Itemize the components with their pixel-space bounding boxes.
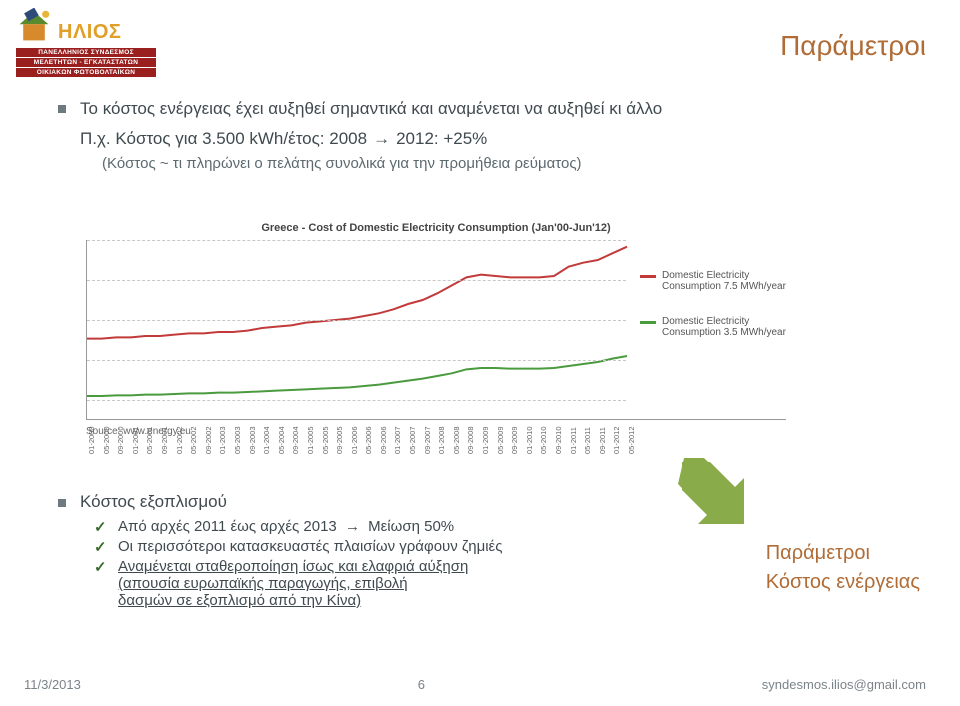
x-tick: 09-2004 — [291, 426, 300, 454]
page-title: Παράμετροι — [780, 30, 926, 62]
legend-label-2: Domestic Electricity Consumption 3.5 MWh… — [662, 316, 790, 338]
legend-swatch-2 — [640, 321, 656, 324]
x-tick: 05-2002 — [189, 426, 198, 454]
bullet-1: Το κόστος ενέργειας έχει αυξηθεί σημαντι… — [58, 98, 926, 121]
logo-word: ΗΛΙΟΣ — [58, 21, 121, 44]
x-tick: 05-2009 — [496, 426, 505, 454]
chart-title: Greece - Cost of Domestic Electricity Co… — [86, 222, 786, 234]
green-diagonal-arrow-icon — [676, 456, 746, 526]
x-tick: 05-2006 — [364, 426, 373, 454]
bullet-1-sub2: (Κόστος ~ τι πληρώνει ο πελάτης συνολικά… — [102, 155, 926, 172]
x-tick: 09-2011 — [598, 427, 607, 454]
sub1-b: 2012: +25% — [396, 129, 487, 149]
logo-bar-2: ΜΕΛΕΤΗΤΩΝ - ΕΓΚΑΤΑΣΤΑΤΩΝ — [16, 58, 156, 67]
logo-bar-1: ΠΑΝΕΛΛΗΝΙΟΣ ΣΥΝΔΕΣΜΟΣ — [16, 48, 156, 57]
check-3: ✓ Αναμένεται σταθεροποίηση ίσως και ελαφ… — [94, 558, 608, 609]
x-tick: 05-2010 — [539, 426, 548, 454]
x-tick: 09-2008 — [466, 426, 475, 454]
callout-line-2: Κόστος ενέργειας — [766, 571, 920, 594]
house-icon — [16, 8, 52, 44]
chart-lines — [87, 240, 627, 420]
x-tick: 05-2007 — [408, 426, 417, 454]
x-tick: 05-2011 — [583, 427, 592, 454]
footer-email: syndesmos.ilios@gmail.com — [762, 677, 926, 692]
x-tick: 09-2010 — [554, 426, 563, 454]
check-2-text: Οι περισσότεροι κατασκευαστές πλαισίων γ… — [118, 538, 502, 555]
bullet-1-text: Το κόστος ενέργειας έχει αυξηθεί σημαντι… — [80, 98, 662, 121]
x-tick: 01-2010 — [525, 426, 534, 454]
check-1-a: Από αρχές 2011 έως αρχές 2013 — [118, 518, 337, 535]
arrow-right-icon: → — [345, 518, 360, 535]
x-tick: 05-2004 — [277, 426, 286, 454]
x-tick: 05-2001 — [145, 426, 154, 454]
x-tick: 05-2003 — [233, 426, 242, 454]
content-block: Το κόστος ενέργειας έχει αυξηθεί σημαντι… — [58, 98, 926, 172]
logo-bar-3: ΟΙΚΙΑΚΩΝ ΦΩΤΟΒΟΛΤΑΪΚΩΝ — [16, 68, 156, 77]
x-tick: 01-2009 — [481, 426, 490, 454]
bullet-square-icon — [58, 105, 66, 113]
sub1-a: Π.χ. Κόστος για 3.500 kWh/έτος: 2008 — [80, 129, 367, 149]
x-tick: 01-2004 — [262, 426, 271, 454]
callout-box: Παράμετροι Κόστος ενέργειας — [766, 542, 920, 600]
check-3-c: δασμών σε εξοπλισμό από την Κίνα) — [118, 592, 361, 609]
x-tick: 09-2006 — [379, 426, 388, 454]
x-tick: 05-2008 — [452, 426, 461, 454]
logo-subtitle: ΠΑΝΕΛΛΗΝΙΟΣ ΣΥΝΔΕΣΜΟΣ ΜΕΛΕΤΗΤΩΝ - ΕΓΚΑΤΑ… — [16, 48, 156, 77]
check-1-b: Μείωση 50% — [368, 518, 454, 535]
bullet-1-sub: Π.χ. Κόστος για 3.500 kWh/έτος: 2008 → 2… — [80, 129, 926, 149]
chart-plot-area: Domestic Electricity Consumption 7.5 MWh… — [86, 240, 786, 420]
x-tick: 01-2012 — [612, 426, 621, 454]
x-tick: 01-2008 — [437, 426, 446, 454]
legend-item-2: Domestic Electricity Consumption 3.5 MWh… — [640, 316, 790, 338]
bullet-square-icon — [58, 499, 66, 507]
legend-item-1: Domestic Electricity Consumption 7.5 MWh… — [640, 270, 790, 292]
x-tick: 09-2003 — [248, 426, 257, 454]
x-tick: 01-2001 — [131, 426, 140, 454]
bottom-block: Κόστος εξοπλισμού ✓ Από αρχές 2011 έως α… — [58, 492, 608, 611]
footer-page: 6 — [418, 677, 425, 692]
x-tick: 01-2005 — [306, 426, 315, 454]
check-3-a: Αναμένεται σταθεροποίηση ίσως και ελαφρι… — [118, 558, 468, 575]
x-tick: 01-2003 — [218, 426, 227, 454]
x-tick: 01-2011 — [569, 427, 578, 454]
x-tick: 01-2000 — [87, 426, 96, 454]
check-icon: ✓ — [94, 538, 108, 556]
x-tick: 01-2007 — [393, 426, 402, 454]
footer: 11/3/2013 6 syndesmos.ilios@gmail.com — [0, 677, 960, 692]
check-2: ✓ Οι περισσότεροι κατασκευαστές πλαισίων… — [94, 538, 608, 556]
x-tick: 09-2009 — [510, 426, 519, 454]
check-icon: ✓ — [94, 518, 108, 536]
bullet-2: Κόστος εξοπλισμού — [58, 492, 608, 512]
legend-label-1: Domestic Electricity Consumption 7.5 MWh… — [662, 270, 790, 292]
check-3-b: (απουσία ευρωπαϊκής παραγωγής, επιβολή — [118, 575, 408, 592]
x-tick: 09-2005 — [335, 426, 344, 454]
x-tick: 09-2007 — [423, 426, 432, 454]
x-tick: 09-2000 — [116, 426, 125, 454]
x-tick: 09-2001 — [160, 426, 169, 454]
bullet-2-text: Κόστος εξοπλισμού — [80, 492, 227, 512]
electricity-cost-chart: Greece - Cost of Domestic Electricity Co… — [86, 222, 786, 452]
footer-date: 11/3/2013 — [24, 677, 81, 692]
check-icon: ✓ — [94, 558, 108, 576]
chart-x-ticks: 01-2000 05-2000 09-2000 01-2001 05-2001 09-20… — [87, 419, 627, 463]
legend-swatch-1 — [640, 275, 656, 278]
logo: ΗΛΙΟΣ ΠΑΝΕΛΛΗΝΙΟΣ ΣΥΝΔΕΣΜΟΣ ΜΕΛΕΤΗΤΩΝ - … — [16, 8, 156, 78]
callout-line-1: Παράμετροι — [766, 542, 920, 565]
arrow-right-icon: → — [373, 129, 390, 149]
check-1: ✓ Από αρχές 2011 έως αρχές 2013 → Μείωση… — [94, 518, 608, 536]
x-tick: 05-2005 — [321, 426, 330, 454]
chart-legend: Domestic Electricity Consumption 7.5 MWh… — [640, 270, 790, 362]
x-tick: 01-2006 — [350, 426, 359, 454]
x-tick: 05-2000 — [102, 426, 111, 454]
x-tick: 09-2002 — [204, 426, 213, 454]
x-tick: 01-2002 — [175, 426, 184, 454]
x-tick: 05-2012 — [627, 426, 636, 454]
